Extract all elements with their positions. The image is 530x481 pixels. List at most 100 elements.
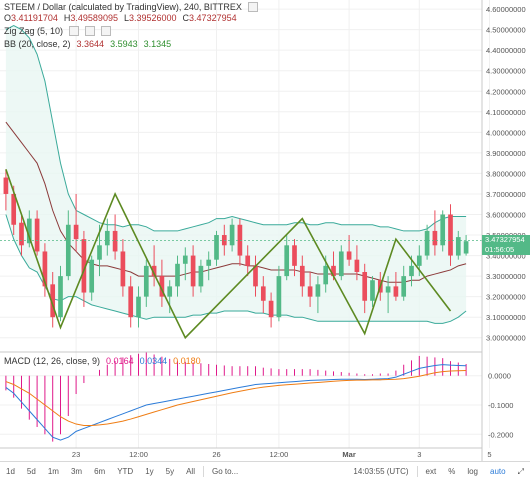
range-3m[interactable]: 3m bbox=[70, 467, 83, 476]
candle-body bbox=[112, 230, 118, 252]
close-icon[interactable] bbox=[101, 26, 112, 36]
candle-body bbox=[198, 265, 204, 287]
auto-toggle[interactable]: auto bbox=[490, 467, 506, 476]
range-5y[interactable]: 5y bbox=[165, 467, 175, 476]
candle-body bbox=[97, 245, 102, 260]
fullscreen-icon[interactable]: ⤢ bbox=[517, 466, 524, 476]
eye-icon[interactable] bbox=[69, 26, 80, 36]
bb-label: BB (20, close, 2) bbox=[4, 39, 71, 49]
high-value: 3.49589095 bbox=[70, 13, 118, 23]
signal-line bbox=[5, 369, 467, 426]
candle-body bbox=[455, 237, 461, 256]
bb-upper-line bbox=[5, 24, 467, 232]
price-tick-label: 3.30000000 bbox=[486, 272, 526, 281]
candle-body bbox=[73, 224, 79, 240]
close-value: 3.47327954 bbox=[189, 13, 237, 23]
time-tick-label: Mar bbox=[342, 450, 355, 459]
range-1y[interactable]: 1y bbox=[145, 467, 154, 476]
candle-body bbox=[292, 245, 297, 266]
open-value: 3.41191704 bbox=[11, 13, 58, 23]
legend-toggle-icon[interactable] bbox=[247, 2, 258, 12]
range-ytd[interactable]: YTD bbox=[117, 467, 134, 476]
macd-tick-label: -0.2000 bbox=[488, 430, 513, 439]
price-tick-label: 3.60000000 bbox=[486, 210, 526, 219]
candle-body bbox=[362, 272, 368, 301]
bollinger-bands bbox=[5, 24, 467, 324]
candle-body bbox=[128, 286, 134, 318]
price-tick-label: 4.50000000 bbox=[486, 26, 526, 35]
settings-icon[interactable] bbox=[85, 26, 96, 36]
candle-body bbox=[385, 286, 391, 293]
price-tick-label: 3.70000000 bbox=[486, 190, 526, 199]
candle-body bbox=[19, 222, 24, 246]
price-tick-label: 4.00000000 bbox=[486, 128, 526, 137]
symbol-title: STEEM / Dollar (calculated by TradingVie… bbox=[4, 2, 242, 12]
bottom-toolbar: 1d 5d 1m 3m 6m YTD 1y 5y All Go to... 14… bbox=[0, 461, 530, 481]
symbol-legend: STEEM / Dollar (calculated by TradingVie… bbox=[4, 2, 258, 12]
time-tick-label: 3 bbox=[417, 450, 421, 459]
candle-body bbox=[432, 230, 438, 246]
candle-body bbox=[260, 286, 266, 301]
candle-body bbox=[167, 286, 173, 297]
price-tick-label: 3.10000000 bbox=[486, 313, 526, 322]
price-tick-label: 3.80000000 bbox=[486, 169, 526, 178]
candle-body bbox=[299, 265, 305, 287]
ohlc-legend: O3.41191704 H3.49589095 L3.39526000 C3.4… bbox=[4, 13, 237, 23]
candle-body bbox=[253, 265, 258, 287]
price-tick-label: 4.40000000 bbox=[486, 46, 526, 55]
candle-body bbox=[315, 284, 321, 297]
bb-legend[interactable]: BB (20, close, 2) 3.3644 3.5943 3.1345 bbox=[4, 39, 171, 49]
zigzag-label: Zig Zag (5, 10) bbox=[4, 26, 64, 36]
goto-button[interactable]: Go to... bbox=[211, 467, 239, 476]
candle-body bbox=[331, 265, 336, 277]
candle-body bbox=[229, 224, 235, 246]
price-tick-label: 3.40000000 bbox=[486, 252, 526, 261]
zigzag-legend[interactable]: Zig Zag (5, 10) bbox=[4, 26, 112, 36]
candle-body bbox=[393, 286, 399, 297]
price-tick-label: 3.20000000 bbox=[486, 293, 526, 302]
candle-body bbox=[409, 265, 414, 277]
last-price-label: 3.47327954 bbox=[482, 234, 530, 245]
candle-body bbox=[416, 255, 422, 266]
macd-tick-label: -0.1000 bbox=[488, 401, 513, 410]
candle-body bbox=[3, 177, 9, 194]
macd-line-value: 0.0344 bbox=[139, 356, 168, 366]
candle-body bbox=[104, 230, 110, 246]
macd-legend[interactable]: MACD (12, 26, close, 9) 0.0164 0.0344 0.… bbox=[4, 356, 201, 366]
bb-lower-line bbox=[5, 214, 467, 324]
range-1m[interactable]: 1m bbox=[47, 467, 59, 476]
axes: 4.60000000 4.50000000 4.40000000 4.30000000… bbox=[72, 5, 526, 459]
percent-toggle[interactable]: % bbox=[448, 467, 456, 476]
candle-body bbox=[440, 214, 446, 246]
ext-toggle[interactable]: ext bbox=[425, 467, 437, 476]
log-toggle[interactable]: log bbox=[467, 467, 479, 476]
candle-body bbox=[26, 218, 32, 244]
range-5d[interactable]: 5d bbox=[26, 467, 36, 476]
time-tick-label: 23 bbox=[72, 450, 80, 459]
candle-body bbox=[214, 235, 219, 260]
low-value: 3.39526000 bbox=[128, 13, 177, 23]
bb-basis-value: 3.3644 bbox=[76, 39, 105, 49]
clock-time[interactable]: 14:03:55 (UTC) bbox=[353, 467, 409, 476]
candle-body bbox=[284, 245, 290, 277]
range-all[interactable]: All bbox=[186, 467, 195, 476]
candle-body bbox=[424, 230, 430, 256]
price-tick-label: 4.20000000 bbox=[486, 87, 526, 96]
candle-body bbox=[448, 214, 453, 256]
range-1d[interactable]: 1d bbox=[6, 467, 15, 476]
candle-body bbox=[58, 276, 63, 318]
zigzag-line bbox=[5, 169, 452, 340]
toolbar-divider bbox=[416, 466, 418, 477]
range-6m[interactable]: 6m bbox=[94, 467, 106, 476]
toolbar-right: 14:03:55 (UTC) ext % log auto ⤢ bbox=[347, 466, 530, 477]
price-tick-label: 4.10000000 bbox=[486, 108, 526, 117]
candle-body bbox=[206, 259, 212, 266]
time-tick-label: 26 bbox=[212, 450, 220, 459]
candle-body bbox=[338, 251, 344, 277]
macd-tick-label: 0.0000 bbox=[488, 372, 511, 381]
candle-body bbox=[34, 218, 40, 252]
candle-body bbox=[42, 251, 48, 287]
candle-body bbox=[182, 255, 188, 264]
candle-body bbox=[323, 265, 329, 285]
